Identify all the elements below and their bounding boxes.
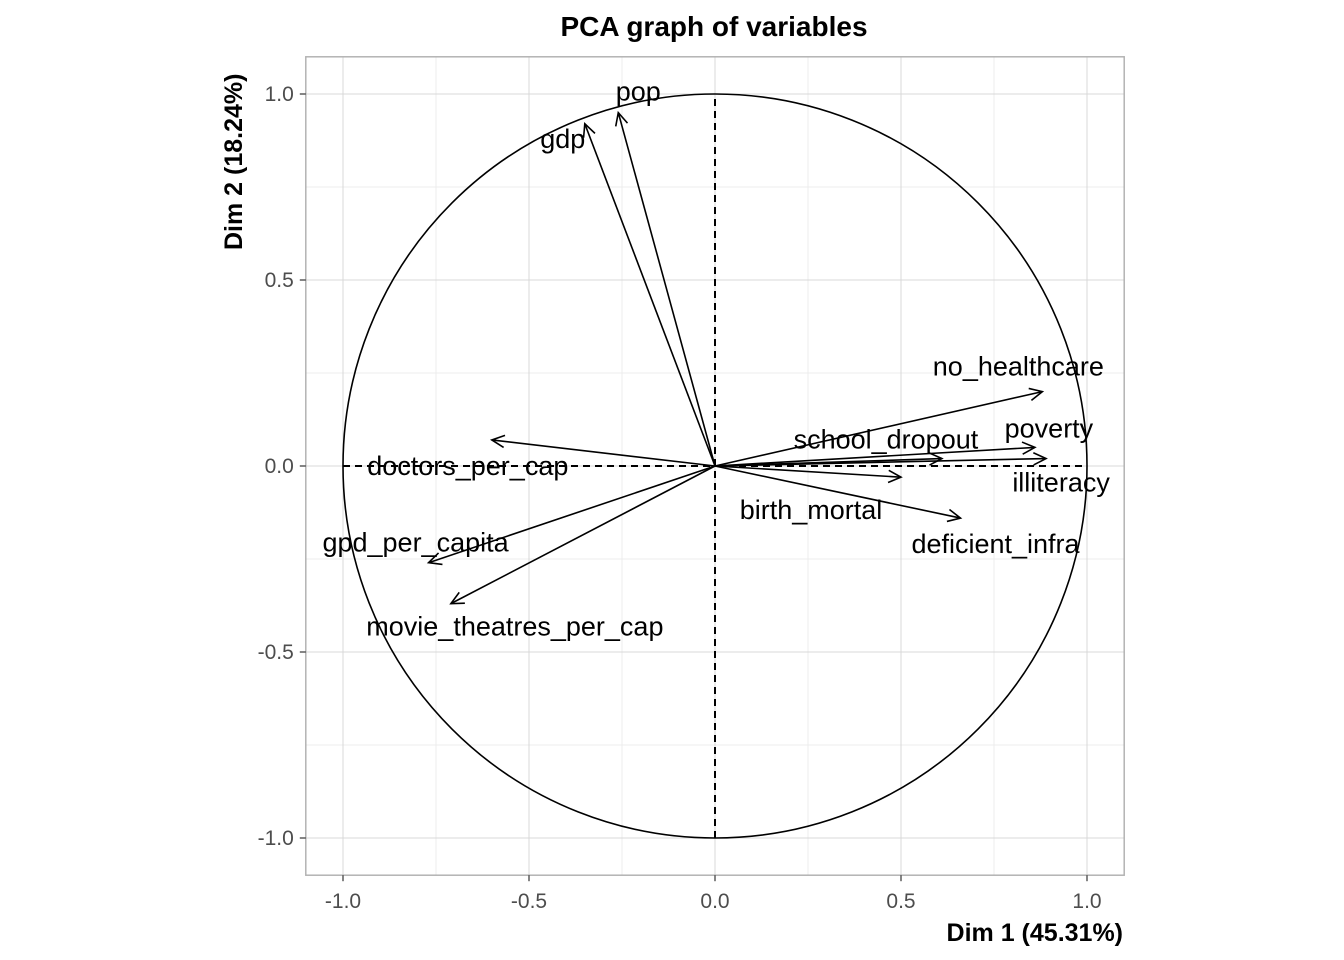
arrowhead-school-dropout xyxy=(928,452,944,466)
x-tick-label: 0.0 xyxy=(700,890,729,913)
label-birth-mortal: birth_mortal xyxy=(740,495,883,525)
arrow-gdp xyxy=(584,123,716,467)
y-tick-label: 1.0 xyxy=(265,83,294,106)
arrowhead-birth-mortal xyxy=(887,469,903,484)
variable-arrows xyxy=(426,110,1048,605)
arrowhead-pop xyxy=(614,110,629,127)
arrow-movie-theatres-per-cap xyxy=(450,465,716,605)
label-gdp: gdp xyxy=(540,124,585,154)
label-gpd-per-capita: gpd_per_capita xyxy=(322,528,509,558)
label-illiteracy: illiteracy xyxy=(1012,468,1110,498)
correlation-circle xyxy=(342,93,1088,839)
arrowhead-gdp xyxy=(582,122,596,138)
label-doctors-per-cap: doctors_per_cap xyxy=(367,451,568,481)
arrowhead-illiteracy xyxy=(1033,452,1048,466)
x-axis-title: Dim 1 (45.31%) xyxy=(947,919,1123,947)
x-tick-label: -0.5 xyxy=(511,890,547,913)
y-axis-title: Dim 2 (18.24%) xyxy=(220,74,248,250)
arrowhead-movie-theatres-per-cap xyxy=(449,591,465,605)
arrow-deficient-infra xyxy=(714,465,961,519)
x-tick-label: -1.0 xyxy=(325,890,361,913)
arrow-doctors-per-cap xyxy=(491,439,716,467)
arrow-no-healthcare xyxy=(714,390,1043,467)
label-poverty: poverty xyxy=(1005,413,1094,443)
label-pop: pop xyxy=(616,77,661,107)
arrow-poverty xyxy=(714,446,1035,467)
arrow-gpd-per-capita xyxy=(428,465,716,564)
arrow-pop xyxy=(617,112,716,467)
arrowhead-doctors-per-cap xyxy=(489,434,506,449)
label-school-dropout: school_dropout xyxy=(794,425,979,455)
arrow-birth-mortal xyxy=(714,465,902,478)
label-deficient-infra: deficient_infra xyxy=(911,529,1080,559)
x-tick-label: 1.0 xyxy=(1072,890,1101,913)
axis-ticks: -1.0 -0.5 0.0 0.5 1.0 1.0 0.5 0.0 -0.5 -1.0 xyxy=(258,83,1102,913)
label-no-healthcare: no_healthcare xyxy=(933,352,1104,382)
arrowhead-gpd-per-capita xyxy=(426,552,443,566)
label-movie-theatres-per-cap: movie_theatres_per_cap xyxy=(366,612,663,642)
y-tick-label: 0.5 xyxy=(265,269,294,292)
y-tick-label: -1.0 xyxy=(258,827,294,850)
y-tick-label: -0.5 xyxy=(258,641,294,664)
arrowhead-poverty xyxy=(1021,441,1037,455)
y-tick-label: 0.0 xyxy=(265,455,294,478)
arrowhead-no-healthcare xyxy=(1028,387,1045,401)
arrowhead-deficient-infra xyxy=(946,508,963,523)
arrow-school-dropout xyxy=(714,457,942,467)
x-tick-label: 0.5 xyxy=(886,890,915,913)
chart-title: PCA graph of variables xyxy=(560,11,867,42)
